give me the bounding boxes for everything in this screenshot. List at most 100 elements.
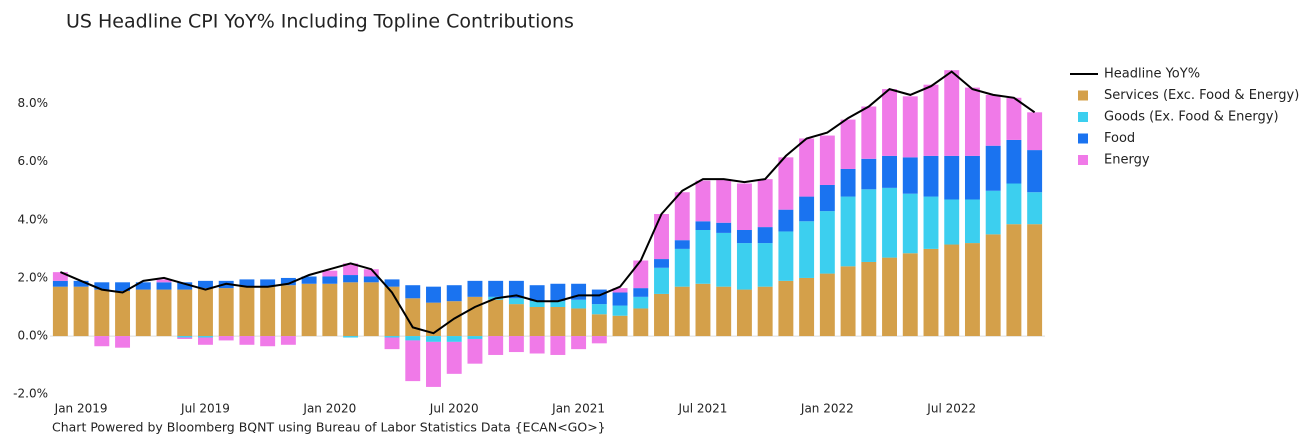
- bar-segment: [695, 230, 711, 284]
- bar-segment: [508, 336, 524, 353]
- bar-segment: [488, 280, 504, 297]
- x-tick-label: Jan 2019: [54, 402, 108, 416]
- y-tick-label: 6.0%: [18, 154, 49, 168]
- bar-segment: [426, 336, 441, 342]
- bar-segment: [861, 189, 877, 262]
- bar-segment: [654, 293, 669, 337]
- bar-segment: [508, 280, 524, 299]
- bar-segment: [177, 337, 193, 339]
- bar-segment: [674, 286, 690, 337]
- bar-segment: [923, 196, 939, 249]
- bar-segment: [426, 302, 441, 337]
- bar-segment: [716, 286, 732, 337]
- bar-segment: [902, 253, 918, 337]
- bar-segment: [695, 180, 711, 222]
- bar-segment: [757, 243, 773, 287]
- x-tick-label: Jul 2022: [926, 402, 976, 416]
- bar-segment: [177, 282, 193, 290]
- bar-segment: [778, 280, 794, 337]
- bar-segment: [819, 211, 835, 274]
- bar-segment: [1027, 150, 1043, 193]
- bar-segment: [591, 314, 607, 337]
- bar-segment: [135, 282, 151, 290]
- bar-segment: [736, 289, 752, 337]
- bar-segment: [716, 179, 732, 223]
- legend-swatch: [1078, 90, 1088, 101]
- bar-segment: [426, 286, 441, 303]
- bar-segment: [633, 308, 649, 337]
- bar-segment: [52, 272, 68, 281]
- bar-segment: [550, 301, 566, 308]
- bar-segment: [177, 336, 193, 338]
- bar-segment: [633, 260, 649, 289]
- x-tick-label: Jan 2022: [800, 402, 854, 416]
- bar-segment: [198, 337, 213, 345]
- bar-segment: [985, 145, 1001, 191]
- bar-segment: [260, 286, 276, 337]
- bar-segment: [363, 276, 379, 283]
- bar-segment: [674, 248, 690, 287]
- bar-segment: [322, 276, 338, 284]
- legend-swatch: [1078, 133, 1088, 144]
- bar-segment: [571, 299, 587, 309]
- x-tick-label: Jan 2020: [302, 402, 356, 416]
- bar-segment: [115, 291, 131, 337]
- x-tick-label: Jul 2020: [429, 402, 479, 416]
- bar-segment: [301, 283, 317, 337]
- bar-segment: [985, 94, 1001, 146]
- y-tick-label: 2.0%: [18, 270, 49, 284]
- bar-segment: [218, 288, 234, 337]
- bar-segment: [280, 336, 296, 345]
- bar-segment: [426, 341, 441, 387]
- x-tick-label: Jan 2021: [551, 402, 605, 416]
- bar-segment: [757, 286, 773, 337]
- legend-label: Food: [1104, 131, 1135, 146]
- bar-segment: [529, 336, 545, 354]
- bar-segment: [467, 336, 483, 339]
- bar-segment: [115, 336, 131, 348]
- bar-segment: [1027, 112, 1043, 151]
- bar-segment: [508, 304, 524, 337]
- bar-segment: [716, 222, 732, 233]
- bar-segment: [260, 336, 276, 347]
- y-tick-label: 8.0%: [18, 96, 49, 110]
- bar-segment: [571, 336, 587, 350]
- x-tick-label: Jul 2021: [678, 402, 728, 416]
- bar-segment: [633, 296, 649, 309]
- bar-segment: [654, 259, 669, 268]
- bar-segment: [280, 285, 296, 337]
- bar-segment: [923, 155, 939, 197]
- bar-segment: [1027, 192, 1043, 225]
- bar-segment: [799, 277, 815, 337]
- bar-segment: [654, 214, 669, 260]
- bar-segment: [1006, 139, 1022, 184]
- bar-segment: [508, 298, 524, 305]
- bar-segment: [405, 336, 421, 341]
- bar-segment: [135, 289, 151, 337]
- bar-segment: [591, 289, 607, 305]
- bar-segment: [156, 282, 172, 290]
- bar-segment: [944, 244, 960, 337]
- bar-segment: [985, 234, 1001, 337]
- bar-segment: [819, 135, 835, 185]
- bar-segment: [301, 276, 317, 284]
- bar-segment: [343, 282, 359, 337]
- y-tick-label: -2.0%: [13, 387, 48, 401]
- bar-segment: [819, 273, 835, 337]
- bar-segment: [840, 168, 856, 197]
- bar-segment: [654, 267, 669, 294]
- bar-segment: [944, 199, 960, 245]
- bar-segment: [612, 288, 628, 293]
- bar-segment: [799, 196, 815, 222]
- bar-segment: [73, 286, 89, 337]
- legend-swatch: [1078, 155, 1088, 165]
- bar-segment: [923, 84, 939, 156]
- bar-segment: [446, 285, 462, 302]
- bar-segment: [405, 298, 421, 337]
- bar-segment: [674, 192, 690, 241]
- bar-segment: [280, 277, 296, 286]
- bar-segment: [550, 307, 566, 337]
- bar-segment: [736, 183, 752, 230]
- bar-segment: [343, 275, 359, 283]
